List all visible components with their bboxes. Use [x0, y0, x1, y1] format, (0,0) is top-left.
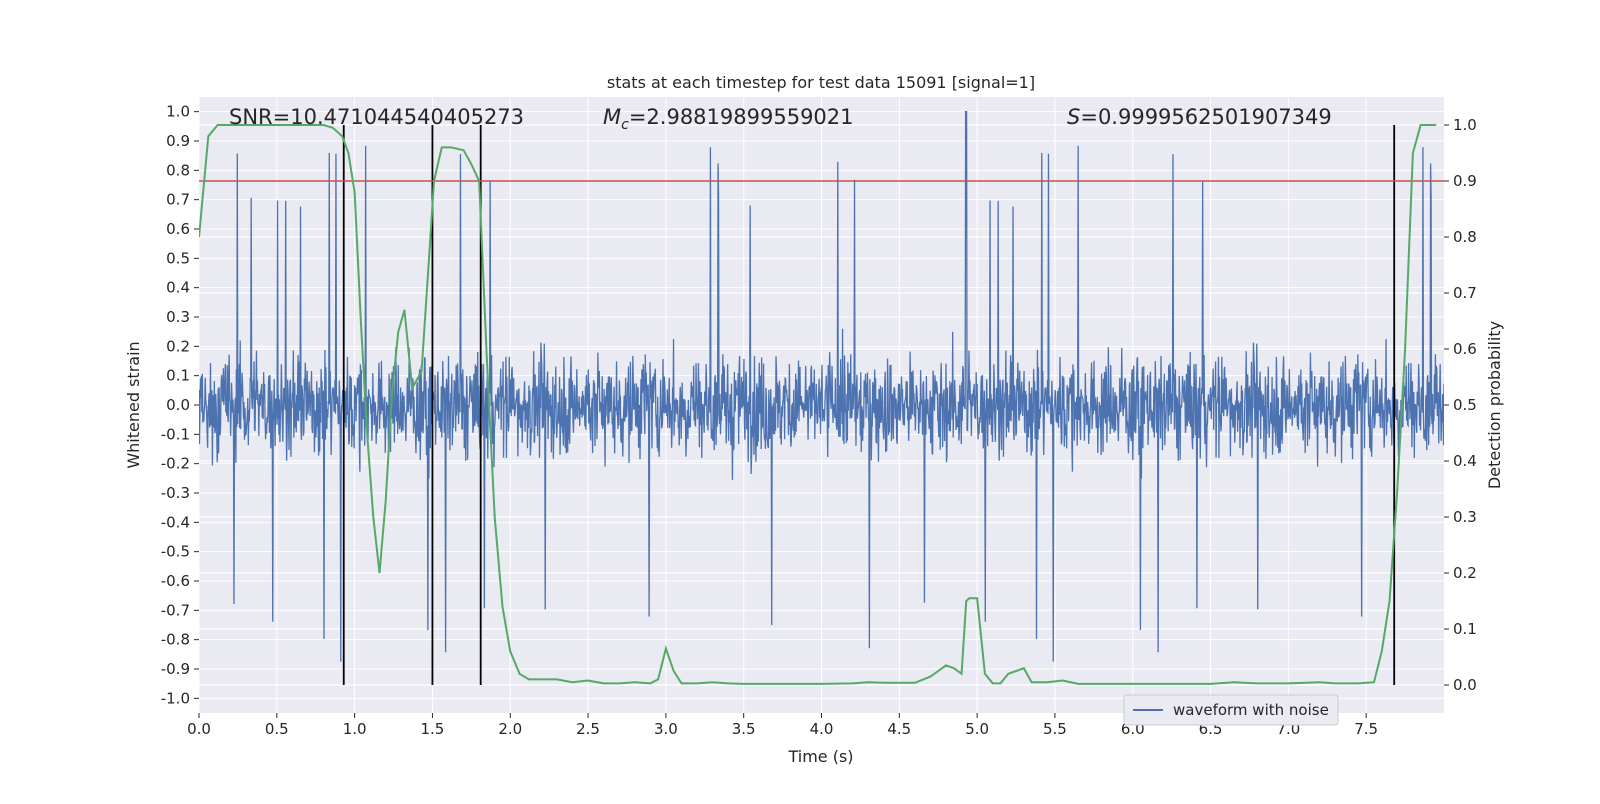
y-right-axis-label: Detection probability: [1485, 321, 1504, 489]
x-tick-label: 5.5: [1043, 720, 1067, 738]
y-right-tick-label: 0.8: [1453, 228, 1477, 246]
y-left-axis-label: Whitened strain: [124, 341, 143, 468]
y-left-tick-label: 0.9: [166, 132, 190, 150]
mc-symbol: M: [603, 105, 621, 129]
y-right-tick-label: 0.2: [1453, 564, 1477, 582]
x-tick-label: 5.0: [965, 720, 989, 738]
y-right-tick-label: 0.6: [1453, 340, 1477, 358]
y-left-tick-label: -0.8: [161, 631, 190, 649]
x-tick-label: 2.5: [576, 720, 600, 738]
x-tick-label: 1.0: [343, 720, 367, 738]
legend: waveform with noise: [1123, 694, 1339, 726]
x-tick-label: 3.5: [732, 720, 756, 738]
y-left-tick-label: 0.4: [166, 279, 190, 297]
y-right-tick-label: 0.4: [1453, 452, 1477, 470]
y-right-tick-label: 0.1: [1453, 620, 1477, 638]
chart-title: stats at each timestep for test data 150…: [607, 73, 1035, 92]
x-tick-label: 2.0: [498, 720, 522, 738]
snr-annotation: SNR=10.471044540405273: [229, 105, 524, 129]
score-annotation: S=0.9999562501907349: [1067, 105, 1332, 129]
y-right-tick-label: 0.7: [1453, 284, 1477, 302]
y-right-tick-label: 0.9: [1453, 172, 1477, 190]
y-left-tick-label: -0.2: [161, 455, 190, 473]
y-left-tick-label: -0.6: [161, 572, 190, 590]
y-left-tick-label: 0.1: [166, 367, 190, 385]
y-left-tick-label: 0.2: [166, 337, 190, 355]
x-tick-label: 4.0: [810, 720, 834, 738]
x-tick-label: 7.5: [1354, 720, 1378, 738]
x-tick-label: 4.5: [887, 720, 911, 738]
s-symbol: S: [1067, 105, 1080, 129]
y-right-tick-label: 1.0: [1453, 116, 1477, 134]
mc-subscript: c: [621, 117, 629, 133]
x-tick-label: 3.0: [654, 720, 678, 738]
detection-probability-series: [199, 124, 1437, 685]
y-left-tick-label: -0.3: [161, 484, 190, 502]
y-left-tick-label: -0.9: [161, 660, 190, 678]
y-left-tick-label: 0.6: [166, 220, 190, 238]
chirp-mass-annotation: Mc=2.98819899559021: [603, 105, 854, 133]
y-left-tick-label: 1.0: [166, 103, 190, 121]
legend-entry: waveform with noise: [1173, 701, 1329, 719]
y-left-axis-ticks: 1.0 0.9 0.8 0.7 0.6 0.5 0.4 0.3 0.2 0.1 0.0 -0.1 -0.…: [161, 103, 199, 707]
waveform-line: [199, 111, 1444, 662]
y-left-tick-label: -0.7: [161, 601, 190, 619]
x-tick-label: 0.5: [265, 720, 289, 738]
y-left-tick-label: 0.0: [166, 396, 190, 414]
y-right-tick-label: 0.0: [1453, 676, 1477, 694]
x-tick-label: 0.0: [187, 720, 211, 738]
y-left-tick-label: -1.0: [161, 689, 190, 707]
waveform-with-noise-series: [199, 111, 1444, 662]
y-right-tick-label: 0.3: [1453, 508, 1477, 526]
y-left-tick-label: -0.5: [161, 543, 190, 561]
x-tick-label: 1.5: [421, 720, 445, 738]
mc-value: =2.98819899559021: [629, 105, 854, 129]
s-value: =0.9999562501907349: [1080, 105, 1331, 129]
y-left-tick-label: 0.7: [166, 191, 190, 209]
y-left-tick-label: -0.1: [161, 425, 190, 443]
x-axis-label: Time (s): [787, 747, 853, 766]
y-left-tick-label: 0.5: [166, 249, 190, 267]
y-left-tick-label: -0.4: [161, 513, 190, 531]
legend-box: [1123, 694, 1339, 726]
y-right-axis-ticks: 1.0 0.9 0.8 0.7 0.6 0.5 0.4 0.3 0.2 0.1 0.0: [1444, 116, 1477, 694]
y-left-tick-label: 0.3: [166, 308, 190, 326]
detection-probability-line: [199, 124, 1437, 685]
y-right-tick-label: 0.5: [1453, 396, 1477, 414]
y-left-tick-label: 0.8: [166, 161, 190, 179]
